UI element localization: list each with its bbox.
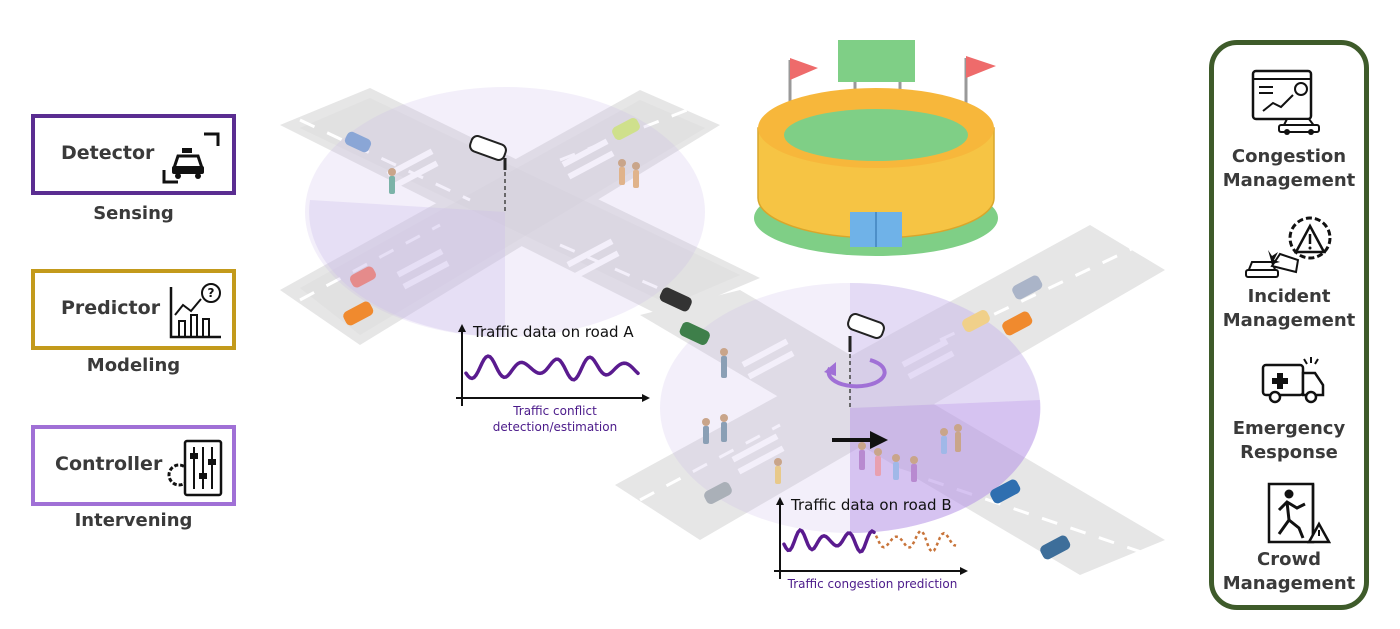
svg-text:?: ? [208,286,215,300]
detector-box: Detector [31,114,236,195]
sensing-zone-lower [660,283,1040,533]
lower-intersection [615,225,1165,575]
road-b-title: Traffic data on road B [791,496,952,514]
sensing-caption: Sensing [93,203,174,224]
intervening-caption: Intervening [74,510,193,531]
sensing-zone-upper [305,87,705,337]
sensing-zone-lower-sector-2 [850,400,1041,534]
taxi-scan-icon [162,132,220,184]
flow-arrow-icon [832,431,888,449]
road-a-title: Traffic data on road A [473,323,634,341]
road-a-series [464,354,640,382]
chart-question-icon: ? [169,283,221,339]
controller-label: Controller [55,453,163,475]
car-icon [343,118,1071,560]
road-b-observed-series [782,527,876,554]
road-b-predicted-series [874,529,957,554]
emergency-response-label: Emergency Response [1232,418,1346,463]
road-b-chart [774,497,968,579]
crowd-management-label: Crowd Management [1222,549,1356,594]
controller-box: Controller [31,425,236,506]
road-a-chart [456,324,650,406]
road-a-caption-line1: Traffic conflict [513,404,597,418]
predictor-label: Predictor [61,297,161,319]
camera-lower-icon [824,313,887,408]
modeling-caption: Modeling [86,355,181,376]
sensing-zone-lower-sector [850,282,1040,408]
crash-warning-icon [1245,216,1332,278]
incident-management-label: Incident Management [1222,286,1356,331]
upper-intersection [280,88,760,345]
camera-upper-icon [469,135,507,212]
ambulance-icon [1261,357,1325,404]
road-a-caption-line2: detection/estimation [492,420,618,434]
sensing-zone-upper-sector [309,200,505,337]
congestion-management-label: Congestion Management [1222,146,1356,191]
gear-sliders-icon [167,439,223,497]
emergency-exit-icon [1267,482,1331,544]
detector-label: Detector [61,142,155,164]
road-a-caption: Traffic conflict detection/estimation [480,403,630,435]
predictor-box: Predictor ? [31,269,236,350]
dashboard-car-icon [1251,69,1320,135]
road-b-caption: Traffic congestion prediction [787,577,958,591]
management-panel: Congestion Management Incident Managemen… [1209,40,1369,610]
pedestrian-icon [388,159,962,484]
stadium-icon [754,40,998,256]
